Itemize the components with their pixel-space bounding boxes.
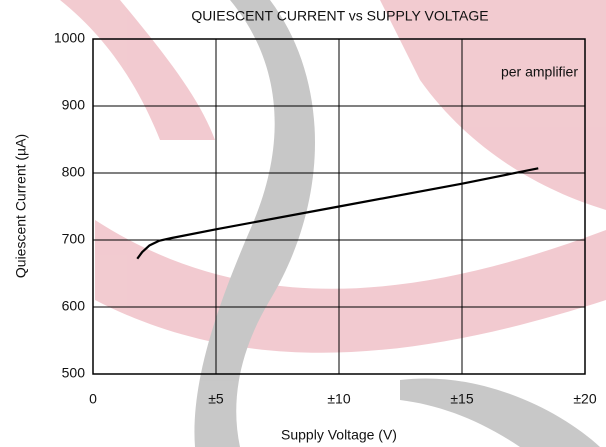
data-line	[136, 167, 539, 260]
y-tick-label: 1000	[54, 30, 85, 46]
annotation: per amplifier	[501, 64, 578, 80]
x-tick-label: 0	[89, 391, 97, 407]
x-tick-label: ±5	[208, 391, 224, 407]
y-tick-label: 700	[62, 231, 86, 247]
y-axis-label: Quiescent Current (µA)	[13, 134, 29, 278]
y-tick-label: 600	[62, 298, 86, 314]
y-tick-label: 900	[62, 97, 86, 113]
x-axis-label: Supply Voltage (V)	[281, 427, 397, 443]
watermark-shape	[60, 0, 215, 140]
chart-title: QUIESCENT CURRENT vs SUPPLY VOLTAGE	[191, 8, 488, 24]
watermark	[60, 0, 606, 447]
x-tick-label: ±15	[450, 391, 473, 407]
watermark-shape	[400, 378, 600, 447]
y-tick-label: 800	[62, 164, 86, 180]
y-tick-label: 500	[62, 365, 86, 381]
x-tick-label: ±10	[327, 391, 350, 407]
watermark-shape	[380, 0, 606, 210]
watermark-shape	[194, 0, 315, 447]
x-tick-label: ±20	[573, 391, 596, 407]
